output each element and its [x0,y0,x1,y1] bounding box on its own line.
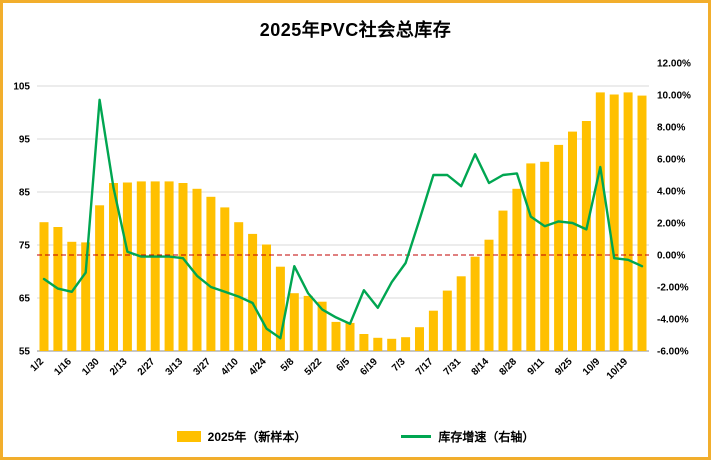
chart-plot-area: 55 65 75 85 95 105 12.00% 10.00% 8.00% 6.00% 4.00%… [13,59,691,382]
bar [387,338,397,351]
bar [67,241,77,351]
x-axis-tick-label: 8/28 [497,356,519,378]
x-axis-tick-label: 4/24 [247,356,269,378]
x-axis-tick-label: 10/19 [605,356,631,382]
bar [581,121,591,351]
line-series-swatch [401,435,432,438]
bar [206,196,216,351]
left-axis-tick-label: 55 [19,347,31,358]
x-axis-tick-label: 2/27 [136,356,158,378]
right-axis-tick-label: 8.00% [657,123,685,134]
bar [456,276,466,351]
bar [95,205,105,351]
bar [623,92,633,352]
left-axis-tick-label: 95 [19,135,31,146]
bar [136,181,146,351]
bar [275,266,285,351]
x-axis-tick-label: 3/13 [164,356,186,378]
x-axis-tick-label: 8/14 [470,356,492,378]
bar [415,327,424,351]
bar [595,92,605,352]
bar [609,94,619,351]
right-axis-tick-label: 6.00% [657,155,685,166]
x-axis-tick-label: 9/11 [526,356,547,377]
bar [289,293,299,351]
bar [401,337,411,351]
bar [428,310,438,351]
x-axis-tick-label: 7/17 [414,356,436,378]
bar [484,239,494,351]
bar [345,322,355,351]
x-axis-tick-label: 1/16 [52,356,74,378]
bar [373,337,383,351]
chart-title: 2025年PVC社会总库存 [259,20,452,40]
bar [150,181,160,351]
x-axis-tick-label: 9/25 [553,356,575,378]
legend-item-bars: 2025年（新样本） [176,428,307,445]
left-axis-tick-label: 65 [19,294,31,305]
line-series-label: 库存增速（右轴） [438,430,535,444]
x-axis-tick-label: 7/3 [390,356,408,374]
bar [317,301,327,351]
x-axis-tick-label: 3/27 [191,356,213,378]
right-axis-tick-label: 0.00% [657,251,685,262]
bar [234,222,244,351]
x-axis-tick-label: 1/2 [29,356,47,374]
x-axis-tick-label: 6/5 [335,356,353,374]
right-axis-tick-label: 10.00% [657,91,691,102]
x-axis-tick-label: 10/9 [581,356,603,378]
x-axis-tick-label: 5/8 [279,356,297,374]
bar [512,188,522,351]
bar [526,163,536,351]
chart-legend: 2025年（新样本） 库存增速（右轴） [3,428,708,445]
bar-series-label: 2025年（新样本） [207,430,307,444]
bar [178,183,188,351]
bar [122,182,132,351]
bar [220,207,230,351]
x-axis-tick-label: 7/31 [442,356,464,378]
bar [303,295,313,351]
bar [331,321,341,351]
left-axis-tick-label: 105 [13,82,30,93]
bar [164,181,174,351]
right-axis-tick-label: 4.00% [657,187,685,198]
x-axis-tick-label: 6/19 [358,356,380,378]
right-axis-tick-label: 12.00% [657,59,691,70]
left-axis-tick-label: 75 [19,241,31,252]
left-axis-tick-label: 85 [19,188,31,199]
right-axis-tick-label: -4.00% [657,315,689,326]
x-axis-tick-label: 5/22 [303,356,325,378]
legend-item-line: 库存增速（右轴） [401,428,534,445]
bar [262,244,271,351]
bar [540,161,550,351]
bar [39,222,49,351]
right-axis-tick-label: -6.00% [657,347,689,358]
x-axis-tick-label: 2/13 [108,356,130,378]
bar [442,290,452,351]
right-axis-tick-label: 2.00% [657,219,685,230]
bar [637,95,647,351]
bar [498,210,508,351]
bar [109,183,118,351]
line-inventory-growth [42,98,644,340]
bar [470,256,480,351]
bar-series-swatch [176,431,201,442]
bar [568,131,577,351]
bar [248,233,258,351]
bar [81,242,91,351]
bar [359,334,369,351]
x-axis-tick-label: 1/30 [80,356,102,378]
bar [192,188,202,351]
x-axis-tick-label: 4/10 [219,356,241,378]
right-axis-tick-label: -2.00% [657,283,689,294]
bar [554,144,564,351]
